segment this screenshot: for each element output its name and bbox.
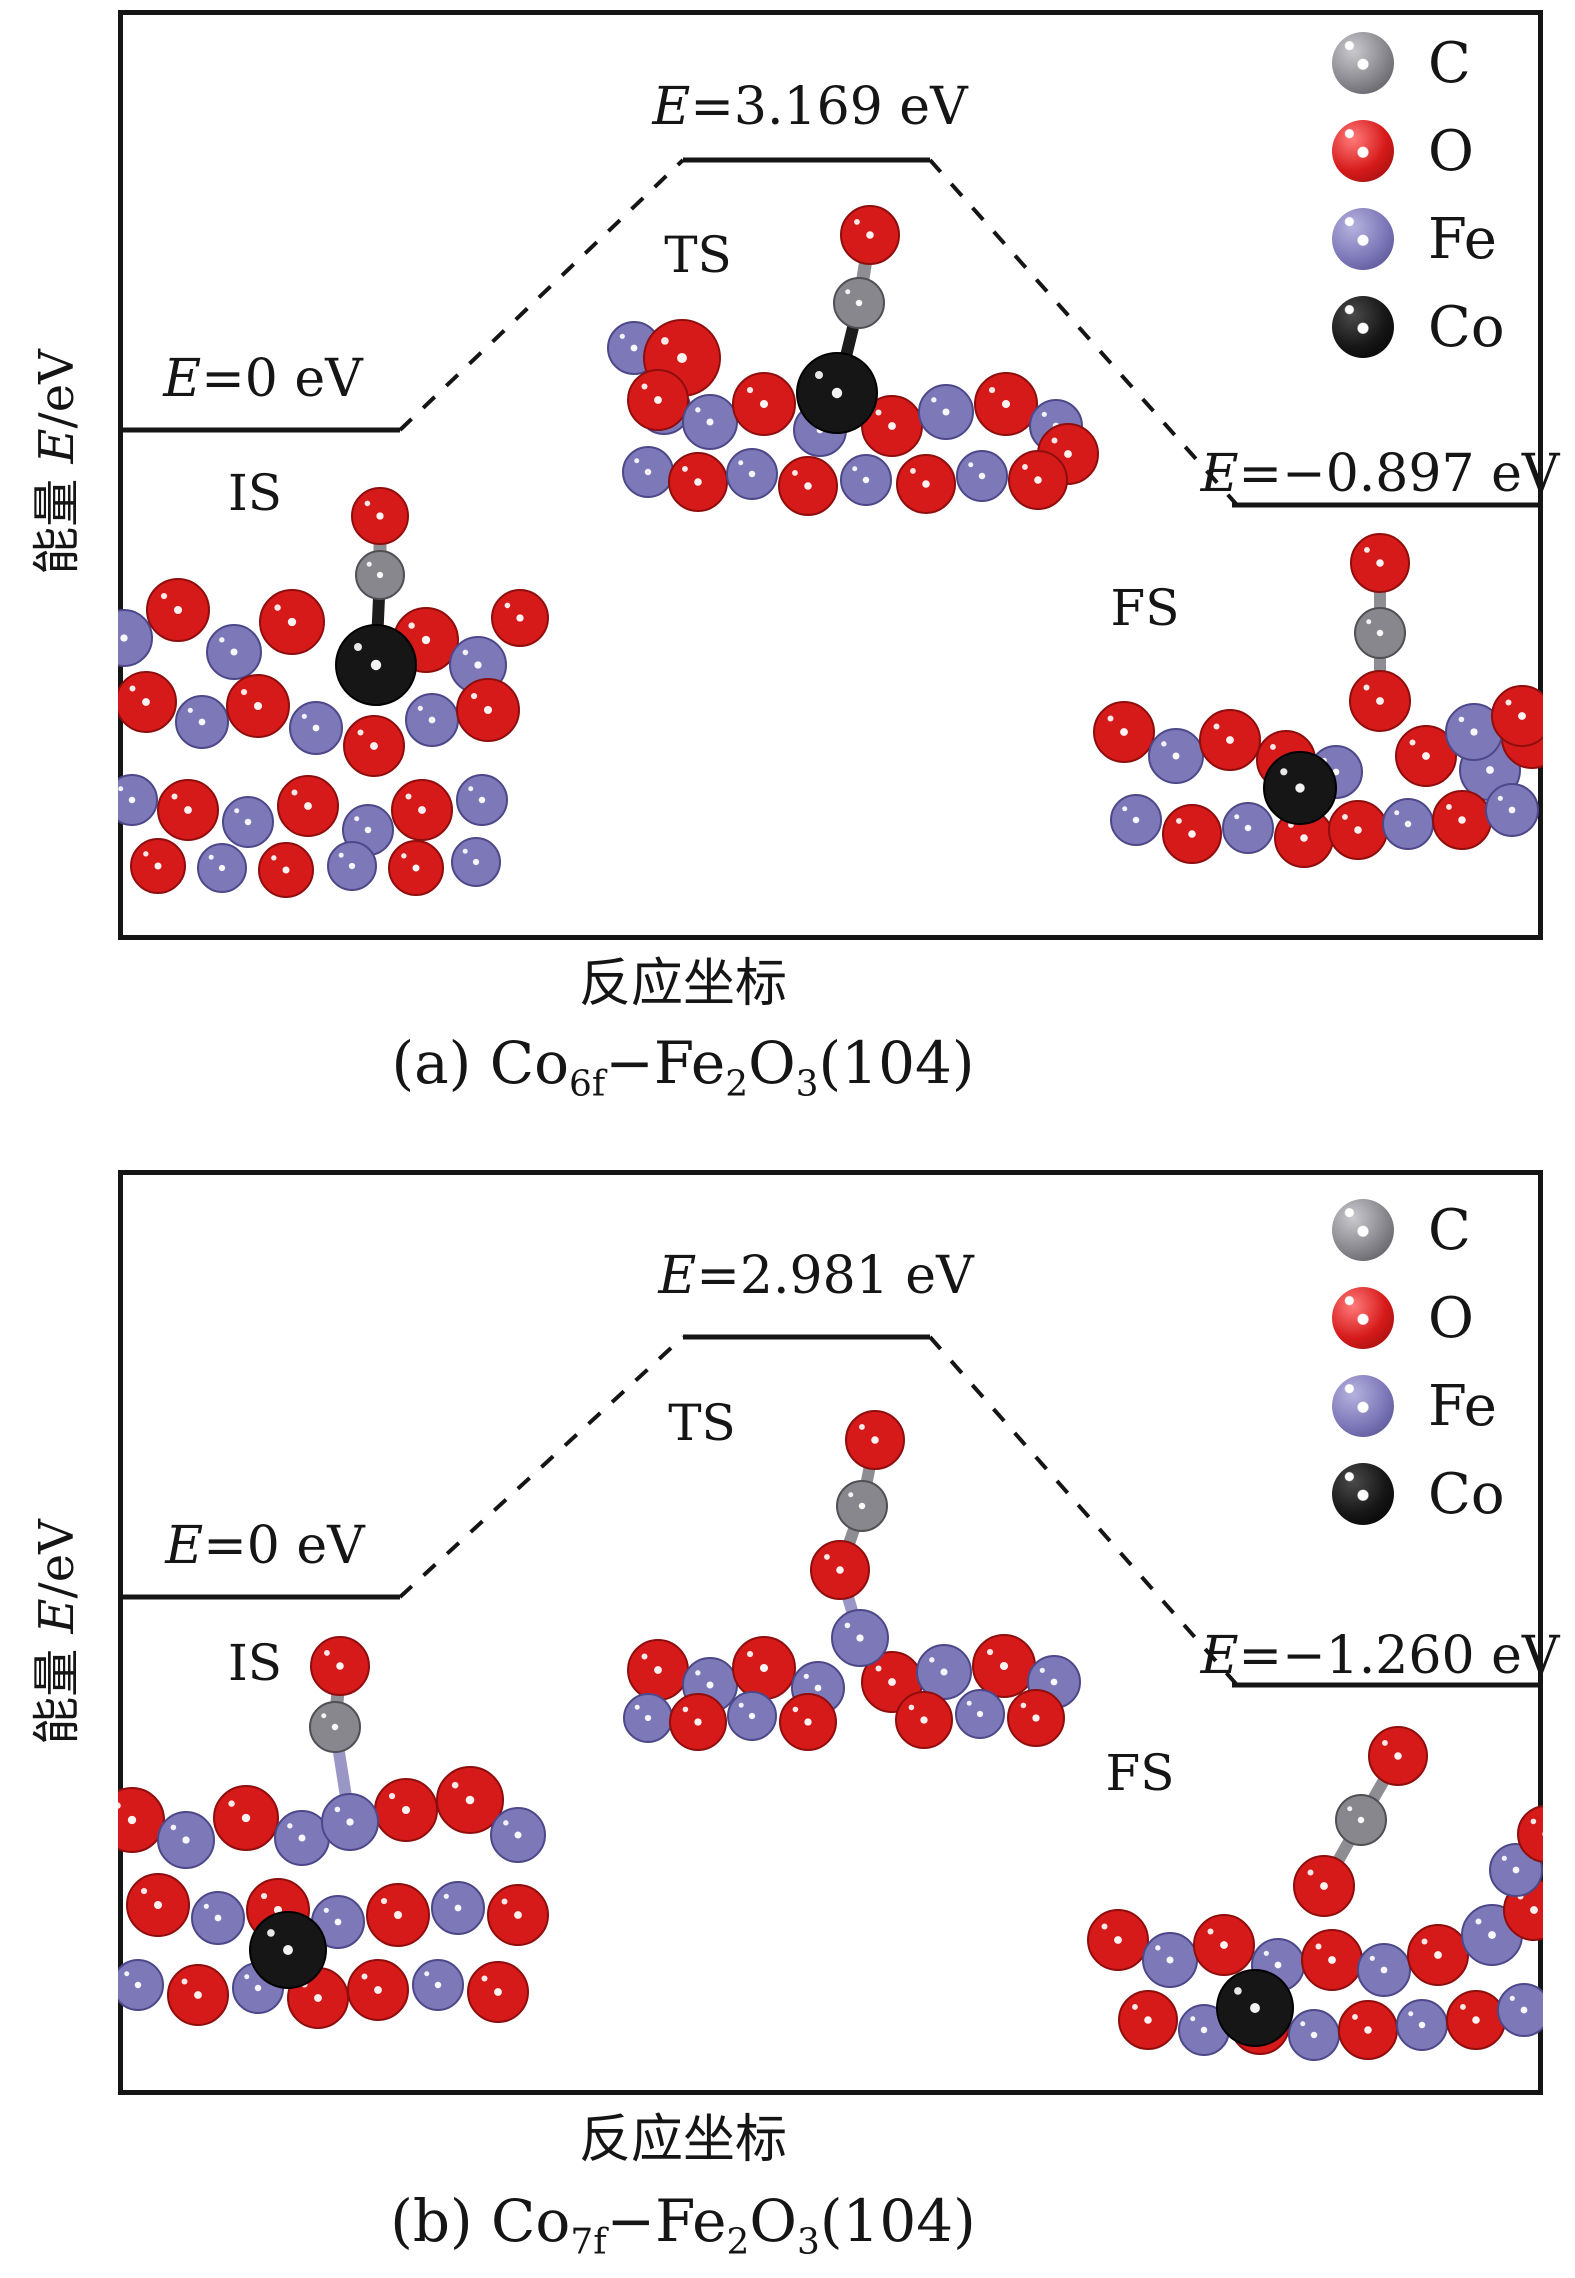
legend-b: C O Fe Co (1332, 1197, 1505, 1551)
legend-item-co: Co (1332, 294, 1505, 360)
carbon-ball-icon (1332, 1199, 1394, 1261)
is-energy-label-b: E=0 eV (165, 1516, 365, 1576)
fs-energy-label-b: E=−1.260 eV (1200, 1626, 1560, 1686)
panel-b-canvas (118, 1334, 1543, 2061)
cobalt-ball-icon (1332, 296, 1394, 358)
panel-b-caption: (b) Co7f−Fe2O3(104) (390, 2187, 976, 2263)
y-axis-label-a: 能量 E/eV (29, 349, 85, 575)
legend-item-o: O (1332, 118, 1505, 184)
iron-ball-icon (1332, 208, 1394, 270)
legend-label-co: Co (1428, 1461, 1505, 1527)
legend-item-fe: Fe (1332, 206, 1505, 272)
legend-item-c: C (1332, 1197, 1505, 1263)
ts-state-label-a: TS (664, 226, 732, 284)
x-axis-label-b: 反应坐标 (578, 2110, 787, 2170)
legend-label-c: C (1428, 1197, 1471, 1263)
legend-label-c: C (1428, 30, 1471, 96)
legend-item-o: O (1332, 1285, 1505, 1351)
panel-a-plot-box (118, 10, 1543, 940)
ts-energy-label-a: E=3.169 eV (652, 77, 968, 137)
is-energy-label-a: E=0 eV (163, 349, 363, 409)
cobalt-ball-icon (1332, 1463, 1394, 1525)
fs-state-label-a: FS (1110, 579, 1180, 637)
legend-item-c: C (1332, 30, 1505, 96)
legend-a: C O Fe Co (1332, 30, 1505, 384)
fs-energy-label-a: E=−0.897 eV (1200, 444, 1560, 504)
panel-a-caption: (a) Co6f−Fe2O3(104) (391, 1029, 975, 1105)
carbon-ball-icon (1332, 32, 1394, 94)
legend-label-fe: Fe (1428, 1373, 1497, 1439)
is-state-label-b: IS (227, 1634, 283, 1692)
y-axis-label-b: 能量 E/eV (29, 1519, 85, 1745)
legend-item-co: Co (1332, 1461, 1505, 1527)
iron-ball-icon (1332, 1375, 1394, 1437)
panel-a-canvas (118, 157, 1543, 898)
x-axis-label-a: 反应坐标 (578, 954, 787, 1014)
fs-state-label-b: FS (1105, 1744, 1175, 1802)
legend-label-co: Co (1428, 294, 1505, 360)
oxygen-ball-icon (1332, 1287, 1394, 1349)
legend-label-fe: Fe (1428, 206, 1497, 272)
ts-energy-label-b: E=2.981 eV (658, 1246, 974, 1306)
ts-state-label-b: TS (668, 1394, 736, 1452)
panel-b-plot-box (118, 1170, 1543, 2095)
legend-item-fe: Fe (1332, 1373, 1505, 1439)
legend-label-o: O (1428, 118, 1474, 184)
is-state-label-a: IS (227, 464, 283, 522)
legend-label-o: O (1428, 1285, 1474, 1351)
oxygen-ball-icon (1332, 120, 1394, 182)
